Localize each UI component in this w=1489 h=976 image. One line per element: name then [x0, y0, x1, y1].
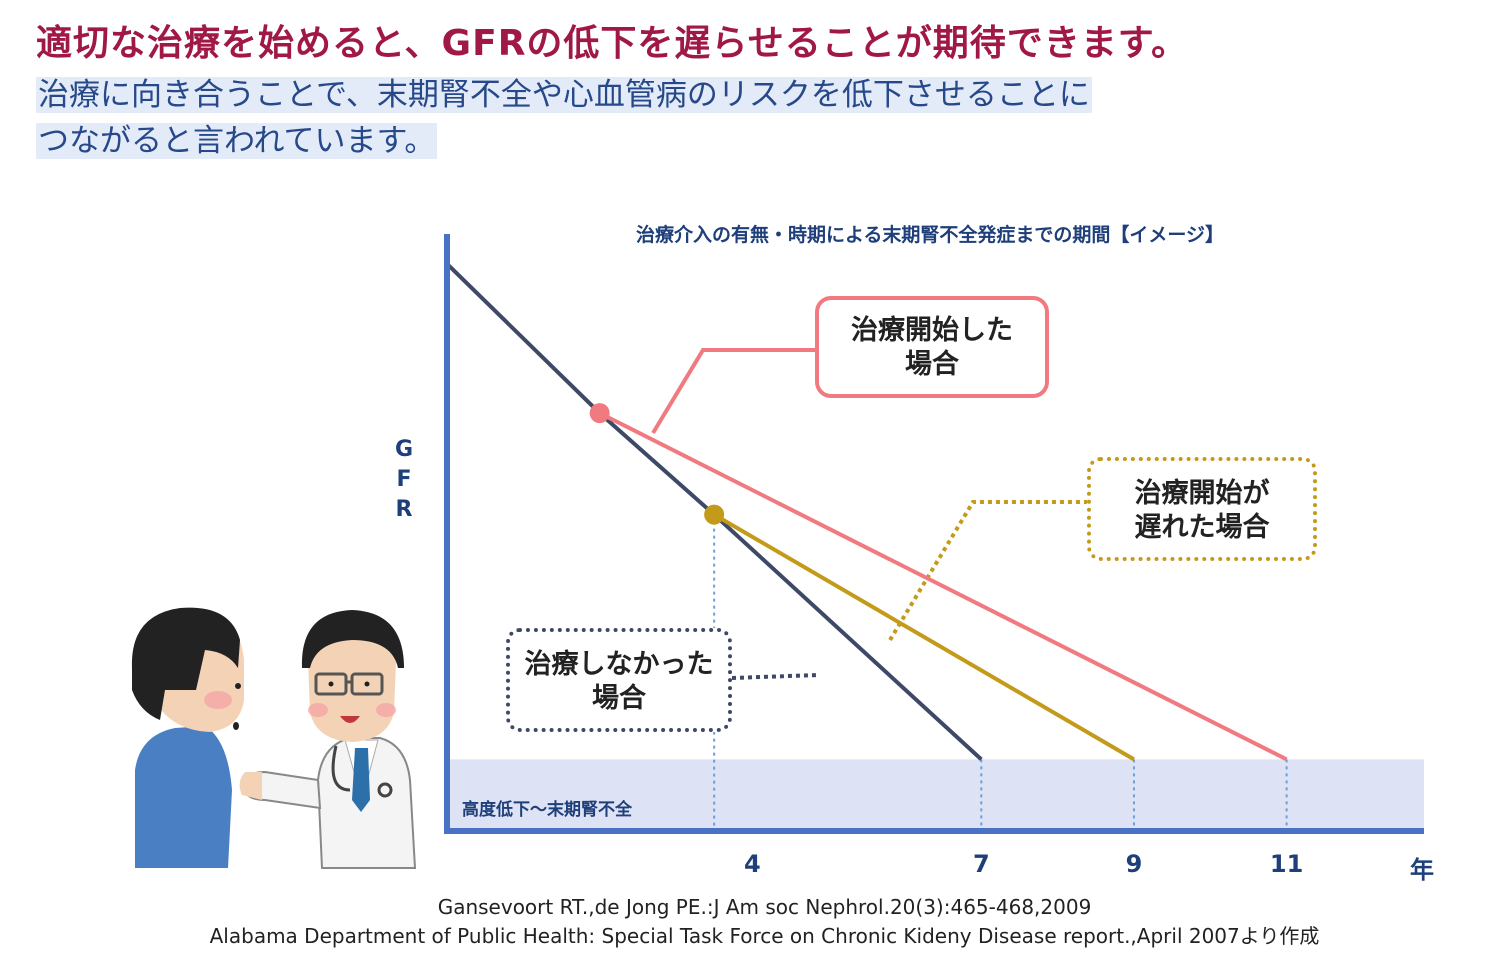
callout-treated: 治療開始した 場合	[815, 296, 1049, 398]
callout-treated-line1: 治療開始した	[851, 315, 1013, 346]
threshold-zone-label: 高度低下～末期腎不全	[462, 800, 632, 820]
x-tick-label: 9	[1125, 850, 1143, 878]
doctor-figure	[239, 610, 417, 869]
x-tick-label: 7	[972, 850, 990, 878]
callout-late-line1: 治療開始が	[1134, 478, 1270, 509]
series-marker-2	[704, 504, 725, 525]
chart-title: 治療介入の有無・時期による末期腎不全発症までの期間【イメージ】	[636, 224, 1225, 246]
y-axis-label: GFR	[394, 437, 414, 522]
patient-figure	[131, 607, 244, 868]
connector-none	[731, 673, 819, 680]
subheadline-line-1: 治療に向き合うことで、末期腎不全や心血管病のリスクを低下させることに	[36, 77, 1092, 113]
x-axis-unit: 年	[1410, 856, 1434, 884]
series-line-1	[598, 411, 1288, 762]
callout-none: 治療しなかった 場合	[506, 628, 732, 732]
threshold-zone	[447, 759, 1424, 831]
subheadline-line-2: つながると言われています。	[36, 123, 438, 159]
connector-treated	[651, 348, 815, 435]
series-line-2	[713, 512, 1135, 762]
subheadline: 治療に向き合うことで、末期腎不全や心血管病のリスクを低下させることに つながると…	[36, 72, 1092, 164]
x-tick-label: 11	[1269, 850, 1304, 878]
drop-lines	[713, 514, 1288, 831]
citation-1: Gansevoort RT.,de Jong PE.:J Am soc Neph…	[437, 895, 1092, 919]
series-line-0	[445, 262, 983, 761]
citation-2: Alabama Department of Public Health: Spe…	[209, 924, 1320, 948]
callout-late-line2: 遅れた場合	[1134, 512, 1270, 543]
callout-none-line2: 場合	[592, 683, 646, 714]
callout-none-line1: 治療しなかった	[524, 649, 714, 680]
series-marker-1	[589, 403, 610, 424]
callout-treated-line2: 場合	[905, 349, 959, 380]
series-lines	[445, 262, 1288, 762]
callout-late: 治療開始が 遅れた場合	[1087, 457, 1317, 561]
x-tick-label: 4	[743, 850, 761, 878]
series-markers	[589, 403, 725, 525]
headline: 適切な治療を始めると、GFRの低下を遅らせることが期待できます。	[36, 23, 1189, 64]
connector-late	[888, 500, 1087, 642]
